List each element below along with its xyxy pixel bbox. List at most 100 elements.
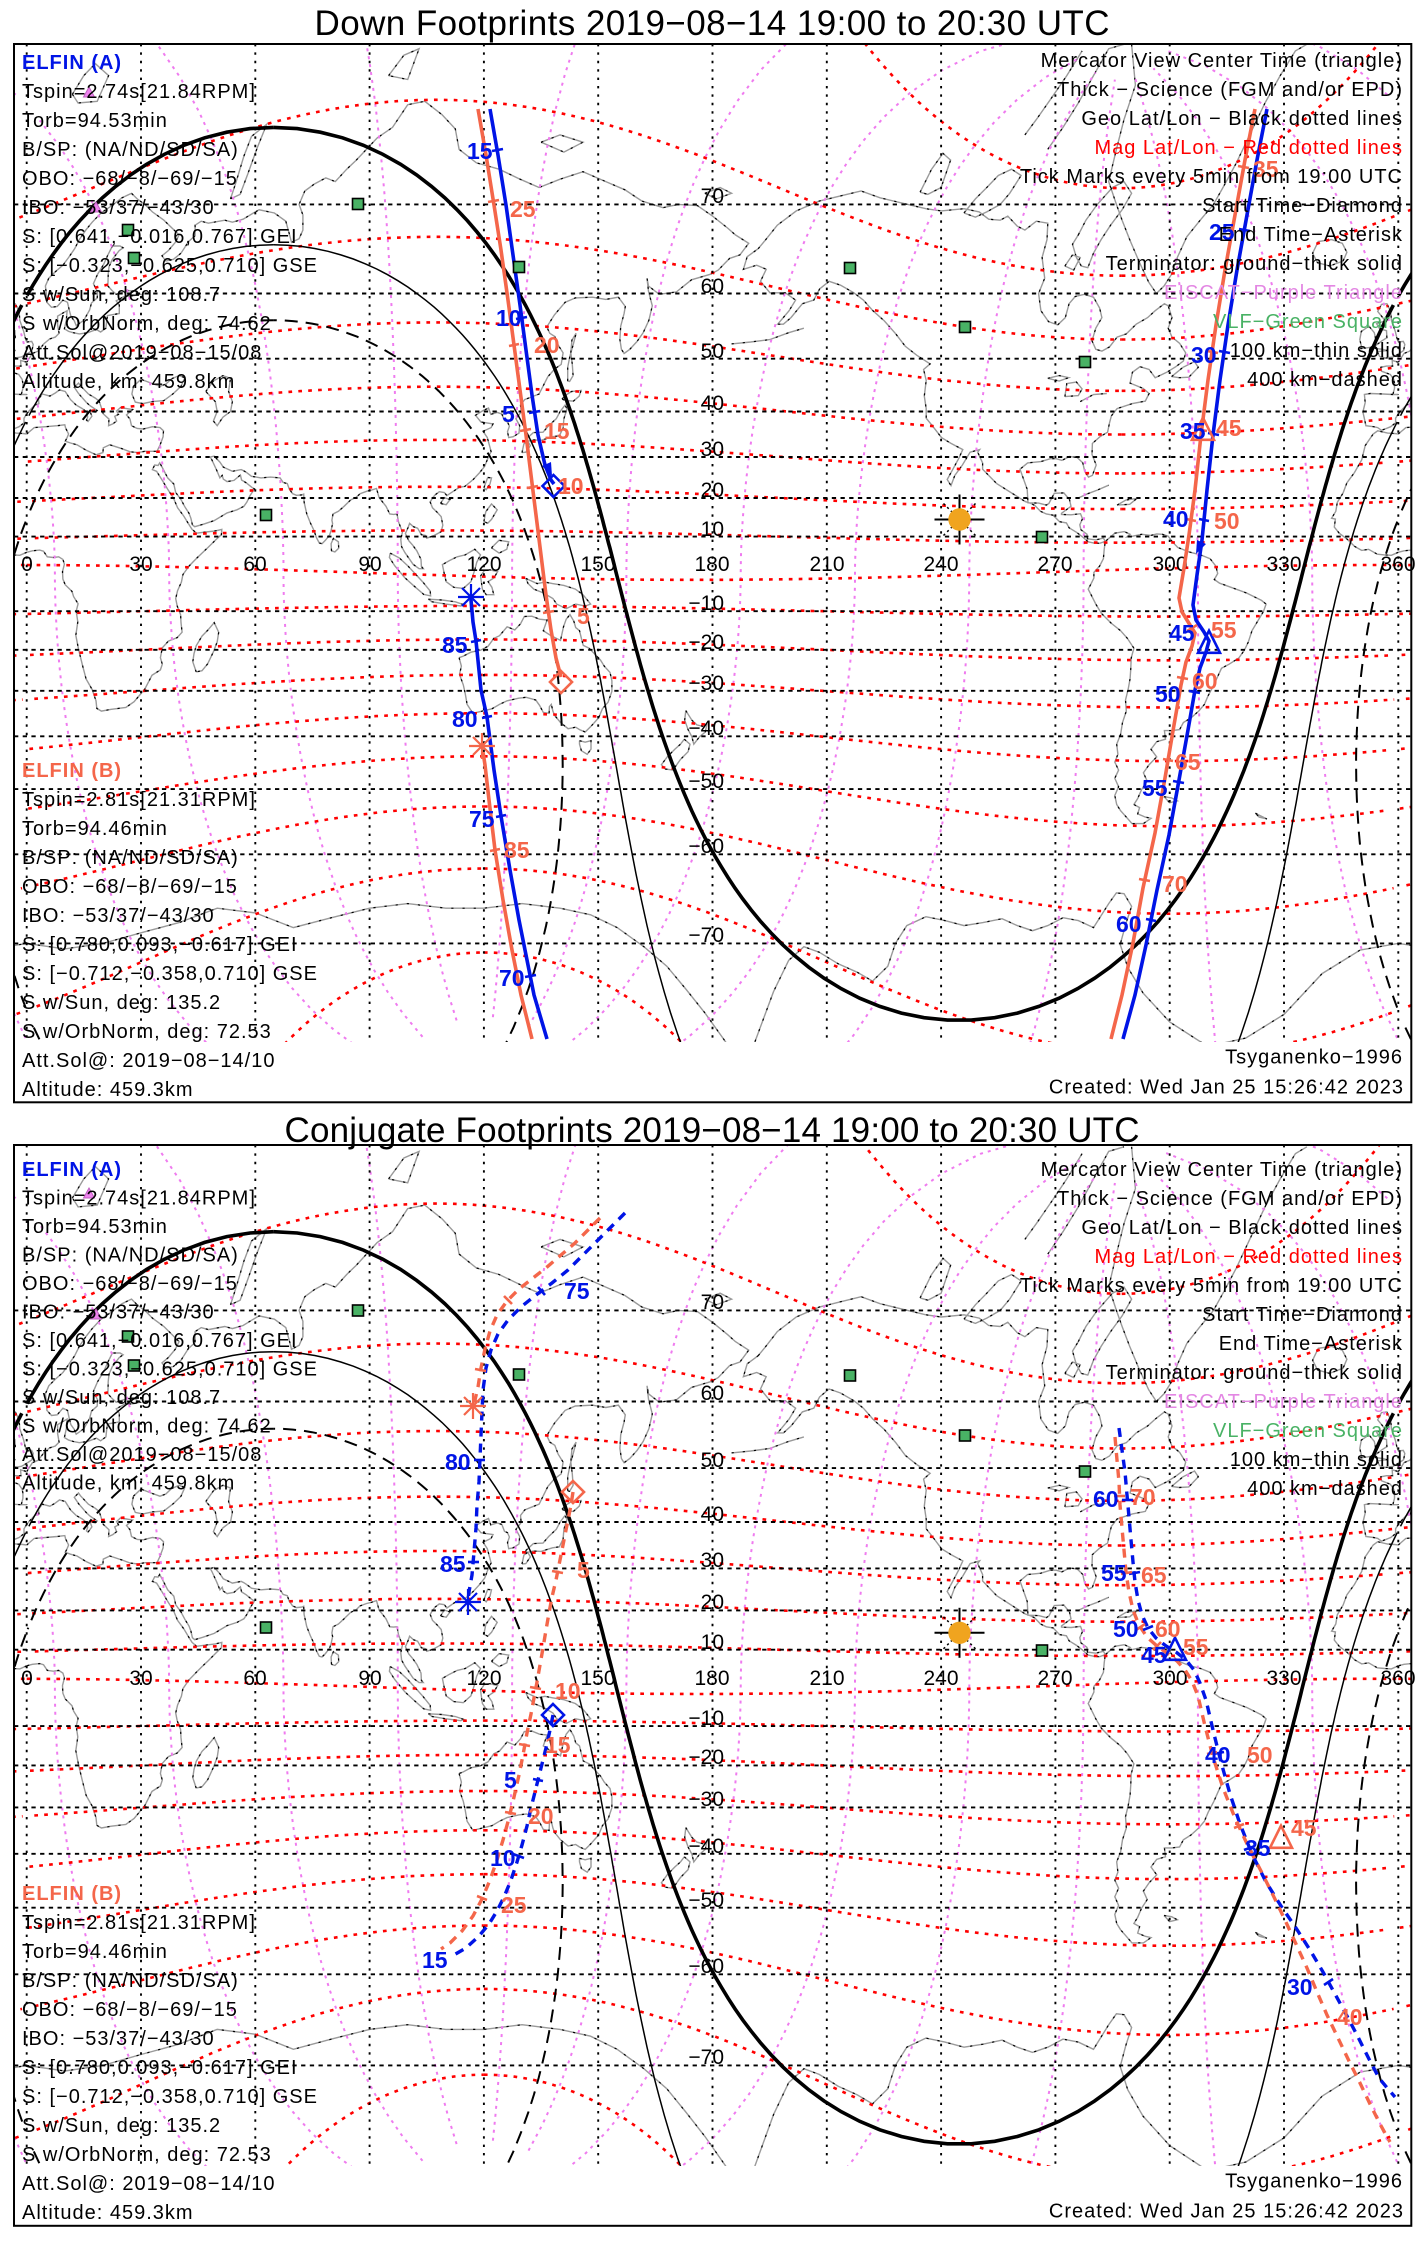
- svg-text:−70: −70: [688, 924, 724, 947]
- svg-text:180: 180: [694, 553, 729, 576]
- svg-text:10: 10: [701, 1631, 724, 1654]
- svg-text:−20: −20: [688, 631, 724, 654]
- svg-text:S w/OrbNorm, deg: 74.62: S w/OrbNorm, deg: 74.62: [22, 313, 272, 335]
- svg-text:40: 40: [701, 1503, 724, 1526]
- svg-text:OBO: −68/−8/−69/−15: OBO: −68/−8/−69/−15: [22, 1273, 238, 1295]
- svg-text:Created: Wed Jan 25 15:26:42 2: Created: Wed Jan 25 15:26:42 2023: [1049, 1077, 1404, 1099]
- svg-text:50: 50: [701, 340, 724, 363]
- svg-text:S: [−0.712,−0.358,0.710] GSE: S: [−0.712,−0.358,0.710] GSE: [22, 963, 318, 985]
- svg-text:Tsyganenko−1996: Tsyganenko−1996: [1225, 2170, 1403, 2192]
- svg-text:Tick Marks every 5min from 19:: Tick Marks every 5min from 19:00 UTC: [1020, 1275, 1403, 1297]
- svg-text:EISCAT−Purple Triangle: EISCAT−Purple Triangle: [1164, 1391, 1403, 1413]
- svg-text:70: 70: [701, 185, 724, 208]
- svg-text:−30: −30: [688, 1788, 724, 1811]
- svg-text:180: 180: [694, 1667, 729, 1690]
- svg-text:ELFIN (A): ELFIN (A): [22, 52, 122, 74]
- svg-text:360: 360: [1380, 553, 1415, 576]
- svg-text:50: 50: [1113, 1616, 1139, 1642]
- svg-text:S: [−0.323,−0.625,0.710] GSE: S: [−0.323,−0.625,0.710] GSE: [22, 255, 318, 277]
- svg-text:Mag Lat/Lon − Red dotted lines: Mag Lat/Lon − Red dotted lines: [1094, 1246, 1403, 1268]
- svg-text:70: 70: [499, 965, 525, 991]
- svg-text:70: 70: [701, 1291, 724, 1314]
- svg-text:10: 10: [555, 1678, 581, 1704]
- svg-text:S w/Sun, deg: 108.7: S w/Sun, deg: 108.7: [22, 1387, 221, 1409]
- svg-text:Geo Lat/Lon − Black dotted lin: Geo Lat/Lon − Black dotted lines: [1081, 1217, 1403, 1239]
- svg-text:Tspin=2.81s[21.31RPM]: Tspin=2.81s[21.31RPM]: [22, 789, 256, 811]
- svg-text:S: [−0.323,−0.625,0.710] GSE: S: [−0.323,−0.625,0.710] GSE: [22, 1359, 318, 1381]
- svg-text:45: 45: [1291, 1815, 1317, 1841]
- svg-text:75: 75: [564, 1278, 590, 1304]
- svg-text:−50: −50: [688, 770, 724, 793]
- svg-text:B/SP: (NA/ND/SD/SA): B/SP: (NA/ND/SD/SA): [22, 139, 239, 161]
- svg-text:5: 5: [577, 1557, 590, 1583]
- svg-text:270: 270: [1037, 1667, 1072, 1690]
- svg-text:120: 120: [466, 553, 501, 576]
- svg-text:45: 45: [1216, 415, 1242, 441]
- svg-text:Mercator View Center Time (tri: Mercator View Center Time (triangle): [1041, 1159, 1403, 1181]
- svg-text:150: 150: [580, 1667, 615, 1690]
- svg-text:60: 60: [243, 1667, 266, 1690]
- svg-text:90: 90: [358, 1667, 381, 1690]
- svg-text:40: 40: [701, 392, 724, 415]
- svg-text:30: 30: [701, 438, 724, 461]
- svg-text:330: 330: [1266, 553, 1301, 576]
- svg-text:330: 330: [1266, 1667, 1301, 1690]
- svg-text:210: 210: [809, 1667, 844, 1690]
- svg-text:Thick − Science (FGM and/or EP: Thick − Science (FGM and/or EPD): [1057, 79, 1403, 101]
- svg-text:240: 240: [923, 553, 958, 576]
- svg-text:OBO: −68/−8/−69/−15: OBO: −68/−8/−69/−15: [22, 876, 238, 898]
- svg-text:80: 80: [452, 706, 478, 732]
- svg-text:S w/OrbNorm, deg: 72.53: S w/OrbNorm, deg: 72.53: [22, 2144, 272, 2166]
- svg-text:Terminator: ground−thick solid: Terminator: ground−thick solid: [1106, 1362, 1403, 1384]
- svg-text:80: 80: [445, 1449, 471, 1475]
- svg-text:25: 25: [510, 196, 536, 222]
- svg-text:100 km−thin solid: 100 km−thin solid: [1230, 340, 1403, 362]
- svg-text:35: 35: [1180, 418, 1206, 444]
- svg-text:VLF−Green Square: VLF−Green Square: [1213, 311, 1403, 333]
- svg-text:70: 70: [1130, 1484, 1156, 1510]
- svg-text:5: 5: [502, 401, 515, 427]
- svg-text:−40: −40: [688, 717, 724, 740]
- svg-text:120: 120: [466, 1667, 501, 1690]
- svg-text:S: [0.780,0.093,−0.617] GEI: S: [0.780,0.093,−0.617] GEI: [22, 934, 298, 956]
- svg-text:S w/OrbNorm, deg: 74.62: S w/OrbNorm, deg: 74.62: [22, 1416, 272, 1438]
- svg-text:S w/Sun, deg: 135.2: S w/Sun, deg: 135.2: [22, 2115, 221, 2137]
- svg-text:−40: −40: [688, 1835, 724, 1858]
- svg-text:−10: −10: [688, 1707, 724, 1730]
- svg-text:ELFIN (A): ELFIN (A): [22, 1159, 122, 1181]
- svg-text:Att.Sol@: 2019−08−14/10: Att.Sol@: 2019−08−14/10: [22, 2173, 275, 2195]
- svg-text:Torb=94.53min: Torb=94.53min: [22, 110, 168, 132]
- svg-text:210: 210: [809, 553, 844, 576]
- svg-text:50: 50: [1214, 508, 1240, 534]
- svg-text:S w/Sun, deg: 108.7: S w/Sun, deg: 108.7: [22, 284, 221, 306]
- svg-text:Torb=94.46min: Torb=94.46min: [22, 818, 168, 840]
- svg-text:5: 5: [504, 1767, 517, 1793]
- svg-text:25: 25: [1209, 219, 1235, 245]
- svg-text:20: 20: [528, 1803, 554, 1829]
- svg-text:B/SP: (NA/ND/SD/SA): B/SP: (NA/ND/SD/SA): [22, 847, 239, 869]
- svg-text:15: 15: [467, 138, 493, 164]
- svg-text:5: 5: [577, 603, 590, 629]
- svg-text:15: 15: [544, 418, 570, 444]
- svg-text:400 km−dashed: 400 km−dashed: [1247, 369, 1403, 391]
- svg-text:20: 20: [701, 1591, 724, 1614]
- svg-text:OBO: −68/−8/−69/−15: OBO: −68/−8/−69/−15: [22, 1999, 238, 2021]
- svg-text:Tspin=2.74s[21.84RPM]: Tspin=2.74s[21.84RPM]: [22, 81, 256, 103]
- svg-text:30: 30: [701, 1549, 724, 1572]
- svg-text:10: 10: [490, 1845, 516, 1871]
- svg-text:60: 60: [1155, 1616, 1181, 1642]
- svg-text:55: 55: [1101, 1560, 1127, 1586]
- svg-text:Tspin=2.74s[21.84RPM]: Tspin=2.74s[21.84RPM]: [22, 1188, 256, 1210]
- svg-text:60: 60: [1116, 911, 1142, 937]
- svg-text:−30: −30: [688, 672, 724, 695]
- svg-text:60: 60: [243, 553, 266, 576]
- svg-text:Torb=94.53min: Torb=94.53min: [22, 1216, 168, 1238]
- svg-text:10: 10: [701, 518, 724, 541]
- svg-text:85: 85: [442, 632, 468, 658]
- svg-text:Altitude: 459.3km: Altitude: 459.3km: [22, 1079, 194, 1101]
- svg-text:Mag Lat/Lon − Red dotted lines: Mag Lat/Lon − Red dotted lines: [1094, 137, 1403, 159]
- svg-text:300: 300: [1152, 553, 1187, 576]
- svg-text:55: 55: [1183, 1634, 1209, 1660]
- svg-text:Start Time−Diamond: Start Time−Diamond: [1202, 1304, 1403, 1326]
- svg-text:65: 65: [1141, 1562, 1167, 1588]
